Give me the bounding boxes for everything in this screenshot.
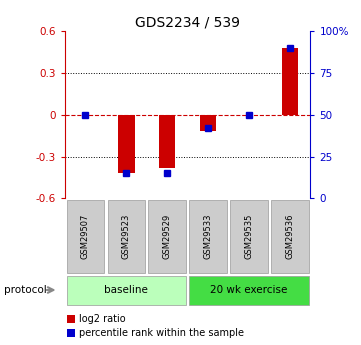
Text: protocol: protocol	[4, 285, 46, 295]
FancyBboxPatch shape	[67, 276, 186, 305]
Bar	[159, 115, 175, 168]
Title: GDS2234 / 539: GDS2234 / 539	[135, 16, 240, 30]
Text: GSM29523: GSM29523	[122, 214, 131, 259]
Text: GSM29536: GSM29536	[286, 214, 295, 259]
Text: 20 wk exercise: 20 wk exercise	[210, 285, 288, 295]
Text: GSM29529: GSM29529	[163, 214, 172, 259]
Text: GSM29507: GSM29507	[81, 214, 90, 259]
FancyBboxPatch shape	[148, 200, 186, 273]
FancyBboxPatch shape	[190, 200, 227, 273]
Bar	[282, 48, 298, 115]
Bar	[118, 115, 135, 173]
Text: percentile rank within the sample: percentile rank within the sample	[79, 328, 244, 338]
FancyBboxPatch shape	[230, 200, 268, 273]
Text: GSM29533: GSM29533	[204, 214, 213, 259]
FancyBboxPatch shape	[108, 200, 145, 273]
FancyBboxPatch shape	[190, 276, 309, 305]
FancyBboxPatch shape	[67, 200, 104, 273]
Text: baseline: baseline	[104, 285, 148, 295]
Text: GSM29535: GSM29535	[245, 214, 253, 259]
Bar	[200, 115, 216, 131]
Text: log2 ratio: log2 ratio	[79, 314, 126, 324]
FancyBboxPatch shape	[271, 200, 309, 273]
